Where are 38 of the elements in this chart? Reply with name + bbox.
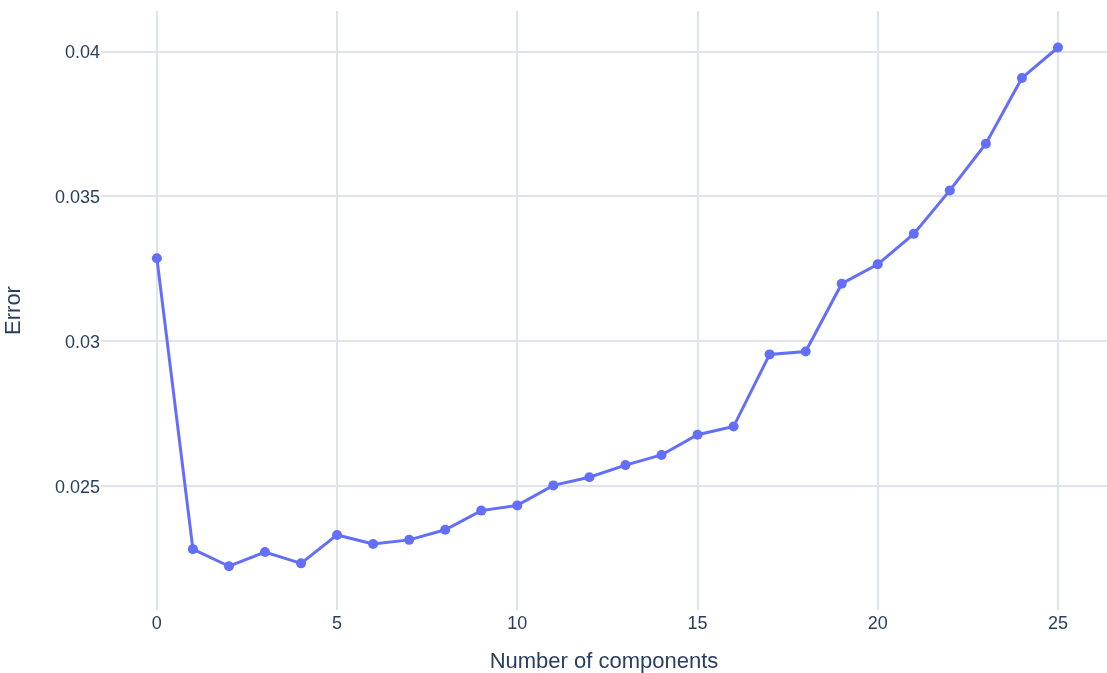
x-axis-title: Number of components [489, 648, 719, 673]
point [368, 538, 379, 549]
x-tick-label: 20 [867, 613, 888, 633]
point [404, 534, 415, 545]
point [260, 547, 270, 558]
point [584, 472, 595, 483]
point [187, 544, 198, 555]
y-tick-label: 0.025 [54, 476, 100, 497]
point [332, 529, 343, 540]
point [980, 138, 991, 149]
point [223, 561, 234, 572]
point [872, 259, 883, 270]
x-tick-label: 25 [1047, 613, 1068, 633]
point [800, 346, 811, 357]
y-tick-label: 0.04 [64, 41, 100, 62]
point [836, 278, 847, 289]
point [1052, 42, 1063, 53]
point [656, 449, 667, 460]
point [908, 228, 919, 239]
y-tick-label: 0.035 [54, 186, 100, 207]
x-tick-label: 10 [507, 613, 528, 633]
x-tick-label: 5 [332, 613, 343, 633]
x-tick-label: 15 [687, 613, 708, 633]
point [296, 558, 307, 569]
point [440, 524, 451, 535]
point [764, 349, 775, 360]
y-tick-label: 0.03 [64, 331, 100, 352]
point [548, 480, 559, 491]
point [151, 253, 162, 264]
point [692, 429, 703, 440]
y-axis-title: Error [0, 286, 25, 335]
point [728, 421, 739, 432]
point [512, 500, 523, 511]
point [476, 505, 487, 516]
point [1016, 72, 1027, 83]
x-tick-label: 0 [151, 613, 162, 633]
point [944, 185, 955, 196]
point [620, 460, 631, 471]
